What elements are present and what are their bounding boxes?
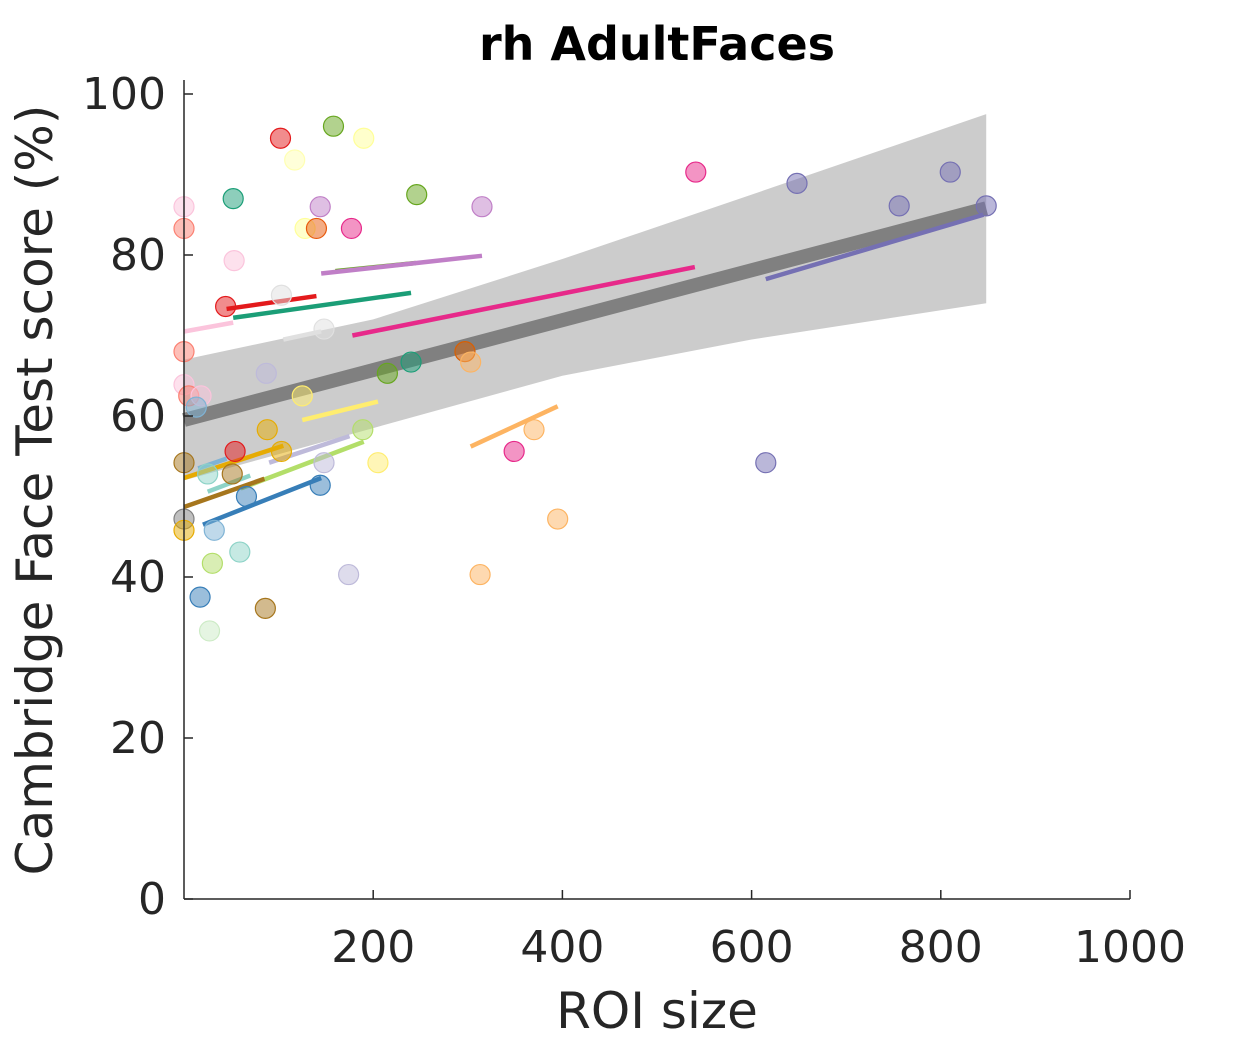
- y-tick-label-5: 100: [82, 69, 166, 120]
- group-fit-layer: [183, 212, 985, 527]
- data-point-28: [256, 419, 278, 441]
- group-fit-line-6: [183, 320, 234, 334]
- x-axis-ticks: 200 400 600 800 1000: [331, 890, 1186, 973]
- data-point-26: [185, 396, 207, 418]
- overall-fit-layer: [182, 201, 988, 427]
- data-point-13: [223, 250, 245, 272]
- data-point-15: [215, 295, 237, 318]
- data-point-48: [338, 563, 360, 586]
- group-fit-line-8: [301, 399, 379, 423]
- data-point-47: [201, 552, 223, 574]
- data-point-0: [269, 127, 292, 149]
- y-tick-label-4: 80: [110, 230, 166, 281]
- data-point-45: [203, 519, 225, 541]
- data-point-2: [353, 127, 375, 149]
- group-fit-line-5: [765, 212, 985, 282]
- data-point-14: [270, 284, 293, 306]
- data-point-50: [189, 586, 211, 608]
- confidence-band-layer: [184, 114, 987, 481]
- data-point-52: [198, 620, 221, 642]
- data-point-54: [786, 172, 808, 194]
- data-point-19: [400, 351, 422, 373]
- x-tick-label-3: 800: [899, 922, 983, 973]
- data-point-33: [503, 440, 525, 463]
- data-point-27: [291, 385, 313, 407]
- data-point-22: [255, 362, 277, 384]
- data-point-21: [376, 362, 398, 384]
- data-point-37: [755, 452, 777, 474]
- y-axis-label: Cambridge Face Test score (%): [6, 105, 64, 876]
- data-point-36: [367, 452, 389, 474]
- data-point-39: [221, 463, 243, 485]
- data-point-35: [313, 452, 335, 474]
- data-point-29: [352, 419, 374, 441]
- data-point-55: [888, 195, 910, 217]
- x-tick-label-4: 1000: [1074, 922, 1186, 973]
- data-point-layer: [173, 115, 997, 642]
- data-point-3: [284, 149, 306, 171]
- group-fit-line-1: [232, 290, 412, 321]
- data-point-16: [313, 318, 335, 340]
- group-fit-line-16: [202, 475, 322, 527]
- data-point-53: [685, 161, 707, 183]
- data-point-49: [469, 563, 491, 586]
- y-axis-ticks: 0 20 40 60 80 100: [82, 69, 193, 925]
- x-tick-label-0: 200: [331, 922, 415, 973]
- data-point-1: [322, 115, 345, 137]
- confidence-band: [184, 114, 987, 481]
- data-point-57: [975, 195, 997, 217]
- data-point-41: [235, 485, 258, 508]
- data-point-56: [939, 161, 961, 183]
- data-point-7: [406, 184, 428, 206]
- data-point-5: [222, 188, 244, 210]
- group-fit-line-9: [469, 404, 559, 449]
- data-point-20: [460, 351, 482, 373]
- data-point-46: [229, 541, 251, 563]
- data-point-31: [224, 440, 246, 463]
- group-fit-line-4: [351, 264, 696, 338]
- group-fit-line-0: [226, 293, 317, 312]
- y-tick-label-3: 60: [110, 391, 166, 442]
- overall-fit-line: [182, 201, 988, 427]
- y-tick-label-1: 20: [110, 713, 166, 764]
- data-point-40: [309, 474, 331, 496]
- data-point-8: [471, 196, 493, 218]
- data-point-12: [340, 217, 363, 240]
- group-fit-line-3: [320, 253, 483, 276]
- y-tick-label-2: 40: [110, 552, 166, 603]
- x-tick-label-2: 600: [710, 922, 794, 973]
- chart-title: rh AdultFaces: [479, 17, 835, 71]
- data-point-51: [254, 597, 276, 619]
- data-point-43: [547, 508, 569, 530]
- data-point-30: [523, 419, 545, 441]
- data-point-6: [309, 196, 331, 218]
- group-fit-line-15: [183, 476, 266, 510]
- x-axis-label: ROI size: [556, 982, 758, 1040]
- x-tick-label-1: 400: [520, 922, 604, 973]
- y-tick-label-0: 0: [138, 874, 166, 925]
- data-point-38: [197, 463, 219, 485]
- data-point-11: [305, 217, 328, 240]
- data-point-32: [270, 440, 293, 463]
